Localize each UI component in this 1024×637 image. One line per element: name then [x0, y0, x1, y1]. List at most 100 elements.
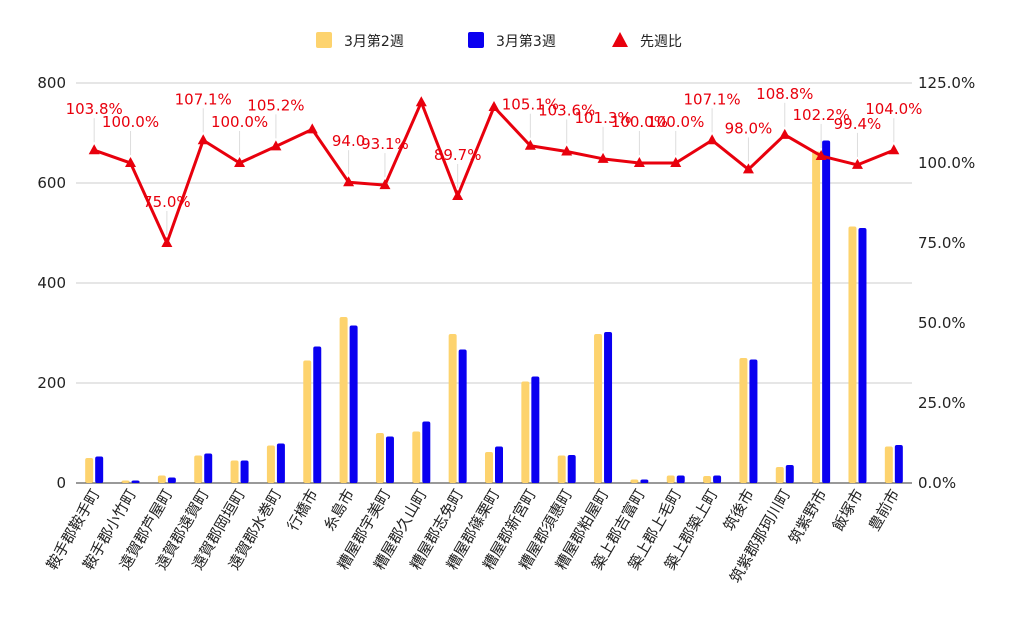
ratio-point — [633, 157, 645, 167]
bar-week2 — [521, 381, 530, 483]
data-labels: 103.8%100.0%75.0%107.1%100.0%105.2%94.09… — [66, 85, 922, 235]
data-label: 98.0% — [725, 119, 773, 137]
legend-label: 3月第2週 — [344, 33, 404, 50]
bar-week2 — [230, 460, 239, 483]
bar-week3 — [204, 453, 213, 483]
data-label: 104.0% — [865, 100, 922, 118]
left-tick-label: 200 — [37, 374, 66, 392]
bar-week2 — [194, 455, 203, 483]
data-label: 103.6% — [538, 101, 595, 119]
bar-week3 — [567, 455, 576, 483]
bar-week3 — [640, 479, 649, 483]
right-tick-label: 0.0% — [918, 474, 956, 492]
ratio-point — [88, 144, 100, 155]
ratio-point — [742, 163, 754, 174]
bar-week3 — [894, 445, 903, 483]
data-label: 107.1% — [683, 90, 740, 108]
data-label: 93.1% — [361, 135, 409, 153]
ratio-point — [779, 128, 791, 139]
data-label: 100.0% — [211, 113, 268, 131]
category-label: 豊前市 — [865, 486, 903, 534]
ratio-point — [670, 157, 682, 167]
data-label: 101.3% — [574, 109, 631, 127]
ratio-point — [524, 139, 536, 150]
bar-week3 — [313, 346, 322, 483]
right-tick-label: 25.0% — [918, 394, 966, 412]
bar-week2 — [85, 458, 94, 483]
bar-week3 — [822, 140, 831, 483]
bar-week2 — [848, 226, 857, 483]
data-label: 105.2% — [247, 96, 304, 114]
ratio-point — [706, 134, 718, 145]
bar-week3 — [276, 443, 285, 483]
left-axis: 0 200 400 600 800 — [37, 74, 66, 492]
right-tick-label: 50.0% — [918, 314, 966, 332]
bar-week3 — [749, 359, 758, 483]
bar-week3 — [131, 480, 140, 483]
data-label: 75.0% — [143, 193, 191, 211]
ratio-point — [815, 149, 827, 160]
data-label: 103.8% — [66, 100, 123, 118]
bar-week3 — [531, 376, 540, 483]
data-label: 100.0% — [647, 113, 704, 131]
bar-week3 — [385, 436, 394, 483]
bar-week3 — [240, 460, 249, 483]
bar-week2 — [157, 475, 166, 483]
bar-week3 — [676, 475, 685, 483]
gridlines — [76, 82, 912, 484]
right-axis: 0.0% 25.0% 50.0% 75.0% 100.0% 125.0% — [918, 74, 975, 492]
data-label: 102.2% — [793, 106, 850, 124]
bar-week3 — [495, 446, 503, 483]
data-label: 108.8% — [756, 85, 813, 103]
category-label: 糸島市 — [320, 486, 358, 534]
bar-week2 — [448, 334, 457, 483]
bar-week2 — [666, 475, 675, 483]
ratio-point — [343, 176, 355, 187]
legend-swatch — [468, 32, 484, 48]
bar-week3 — [858, 228, 867, 483]
bar-week2 — [339, 317, 348, 483]
left-tick-label: 600 — [37, 174, 66, 192]
bar-week2 — [303, 360, 312, 483]
bar-week2 — [412, 431, 421, 483]
ratio-point — [234, 157, 246, 167]
bar-week3 — [785, 465, 794, 483]
legend-label: 3月第3週 — [496, 33, 556, 50]
ratio-point — [888, 144, 900, 155]
ratio-point — [597, 152, 609, 163]
ratio-point — [161, 237, 173, 247]
legend-label: 先週比 — [640, 34, 682, 50]
data-label: 107.1% — [175, 90, 232, 108]
bar-week2 — [812, 151, 821, 483]
ratio-point — [197, 134, 209, 145]
bar-week2 — [884, 446, 893, 483]
ratio-point — [306, 123, 318, 134]
bar-week3 — [349, 325, 358, 483]
bar-week2 — [739, 358, 748, 483]
right-tick-label: 100.0% — [918, 154, 975, 172]
data-label: 94.0 — [332, 132, 365, 150]
legend-swatch — [316, 32, 332, 48]
data-label: 99.4% — [834, 115, 882, 133]
data-label: 100.0% — [102, 113, 159, 131]
bar-week3 — [422, 421, 431, 483]
data-label: 105.1% — [502, 96, 559, 114]
ratio-point — [452, 189, 464, 200]
ratio-point — [851, 158, 863, 169]
bar-week2 — [485, 452, 493, 483]
bar-week3 — [167, 477, 176, 483]
ratio-point — [415, 96, 427, 107]
ratio-point — [270, 140, 282, 151]
bar-week3 — [604, 332, 613, 483]
bar-week3 — [95, 456, 104, 483]
bar-week2 — [557, 455, 566, 483]
bar-week2 — [630, 479, 639, 483]
bar-week2 — [775, 467, 784, 483]
data-label: 100.0% — [611, 113, 668, 131]
category-label: 飯塚市 — [829, 486, 867, 534]
bar-week2 — [121, 480, 130, 483]
ratio-point — [379, 179, 391, 190]
category-label: 行橋市 — [284, 486, 322, 534]
